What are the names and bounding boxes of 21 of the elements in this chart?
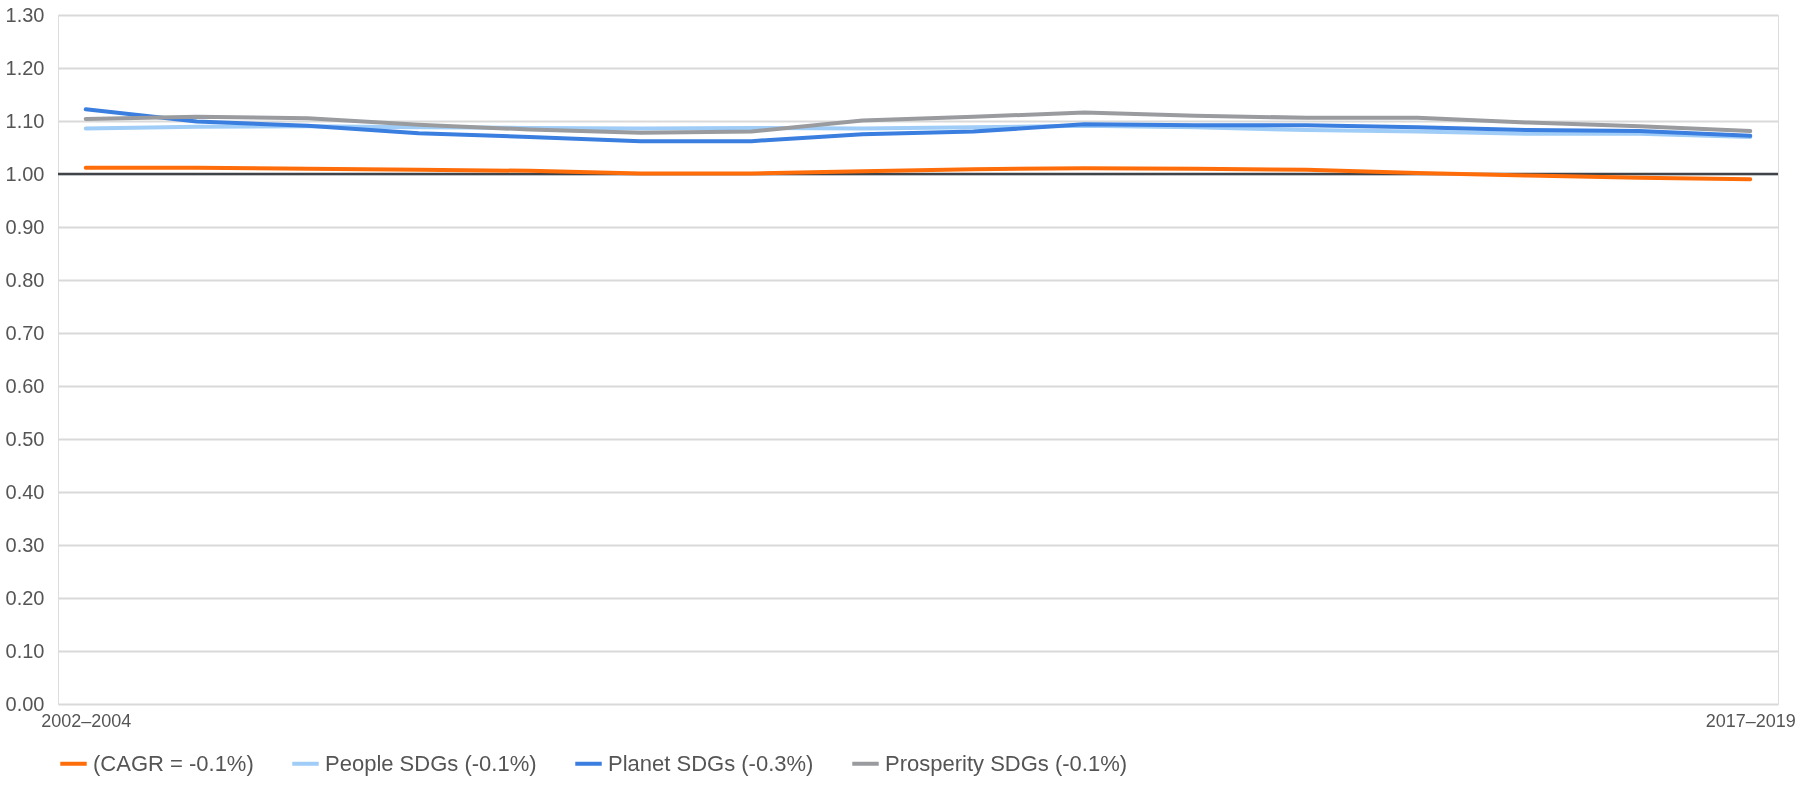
- legend-label: Planet SDGs (-0.3%): [608, 750, 814, 776]
- y-tick-label: 0.10: [5, 639, 45, 662]
- line-series: [83, 165, 1753, 182]
- y-tick-label: 1.10: [5, 109, 45, 132]
- y-tick-label: 0.90: [5, 215, 45, 238]
- legend-label: People SDGs (-0.1%): [325, 750, 537, 776]
- line-series: [83, 107, 1753, 144]
- y-tick-label: 0.60: [5, 374, 45, 397]
- y-tick-label: 0.40: [5, 480, 45, 503]
- line-series: [83, 110, 1753, 135]
- y-tick-label: 0.30: [5, 533, 45, 556]
- y-tick-label: 1.20: [5, 56, 45, 79]
- y-tick-label: 0.20: [5, 586, 45, 609]
- legend-label: (CAGR = -0.1%): [93, 750, 254, 776]
- y-tick-label: 1.30: [5, 3, 45, 26]
- y-tick-label: 0.80: [5, 268, 45, 291]
- x-tick-label: 2017–2019: [1705, 710, 1796, 731]
- y-tick-label: 1.00: [5, 162, 45, 185]
- y-tick-label: 0.70: [5, 321, 45, 344]
- y-tick-label: 0.50: [5, 427, 45, 450]
- legend-label: Prosperity SDGs (-0.1%): [885, 750, 1128, 776]
